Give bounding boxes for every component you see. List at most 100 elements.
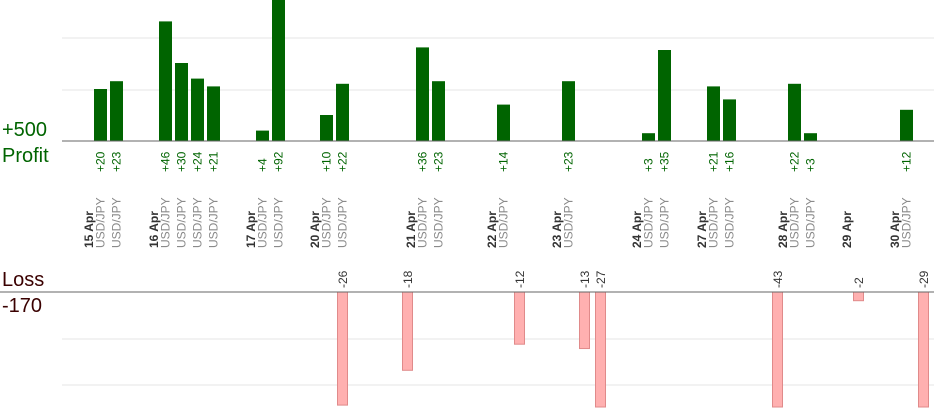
date-label: 24 Apr: [630, 211, 644, 248]
profit-bar: [642, 133, 655, 141]
loss-max-label: -170: [2, 295, 43, 317]
loss-value-label: -18: [401, 270, 415, 288]
profit-bar: [207, 86, 220, 141]
profit-value-label: +35: [658, 151, 672, 172]
loss-bar: [853, 291, 864, 302]
date-label: 30 Apr: [888, 211, 902, 248]
profit-max-label: +500: [2, 119, 48, 141]
date-label: 17 Apr: [244, 211, 258, 248]
loss-axis-title: Loss: [2, 269, 45, 291]
profit-bar: [562, 81, 575, 141]
profit-value-label: +24: [191, 151, 205, 172]
profit-value-label: +23: [432, 151, 446, 172]
profit-bar: [432, 81, 445, 141]
profit-bar: [175, 63, 188, 141]
profit-value-label: +30: [175, 151, 189, 172]
profit-bar: [336, 83, 349, 141]
pair-label: USD/JPY: [94, 197, 108, 248]
profit-bar: [723, 99, 736, 141]
profit-value-label: +21: [707, 151, 721, 172]
profit-bars: [94, 0, 913, 141]
pair-label: USD/JPY: [191, 197, 205, 248]
loss-bar: [918, 291, 929, 408]
pair-label: USD/JPY: [272, 197, 286, 248]
pair-label: USD/JPY: [658, 197, 672, 248]
loss-bar: [337, 291, 348, 406]
profit-bar: [272, 0, 285, 141]
profit-value-label: +36: [416, 151, 430, 172]
profit-value-label: +21: [207, 151, 221, 172]
profit-bar: [110, 81, 123, 141]
pair-label: USD/JPY: [562, 197, 576, 248]
profit-bar: [159, 21, 172, 141]
loss-bars: [337, 291, 929, 408]
loss-bar: [514, 291, 525, 345]
profit-bar: [94, 89, 107, 141]
pair-label: USD/JPY: [207, 197, 221, 248]
pair-label: USD/JPY: [788, 197, 802, 248]
pair-label: USD/JPY: [320, 197, 334, 248]
date-label: 22 Apr: [485, 211, 499, 248]
date-label: 15 Apr: [82, 211, 96, 248]
date-label: 23 Apr: [550, 211, 564, 248]
profit-value-label: +20: [94, 151, 108, 172]
date-label: 21 Apr: [404, 211, 418, 248]
profit-value-label: +14: [497, 151, 511, 172]
loss-value-label: -26: [336, 270, 350, 288]
profit-value-label: +4: [256, 158, 270, 172]
profit-value-label: +10: [320, 151, 334, 172]
pair-label: USD/JPY: [642, 197, 656, 248]
loss-value-label: -13: [578, 270, 592, 288]
loss-bar: [595, 291, 606, 408]
loss-bar: [579, 291, 590, 350]
date-label: 27 Apr: [695, 211, 709, 248]
pair-label: USD/JPY: [707, 197, 721, 248]
pair-label: USD/JPY: [175, 197, 189, 248]
pair-label: USD/JPY: [723, 197, 737, 248]
profit-value-label: +3: [642, 158, 656, 172]
pair-label: USD/JPY: [804, 197, 818, 248]
profit-value-label: +92: [272, 151, 286, 172]
profit-bar: [788, 83, 801, 141]
profit-value-label: +22: [788, 151, 802, 172]
profit-bar: [804, 133, 817, 141]
profit-bar: [256, 130, 269, 141]
loss-bar: [772, 291, 783, 408]
profit-axis-title: Profit: [2, 145, 49, 167]
pair-label: USD/JPY: [159, 197, 173, 248]
date-label: 20 Apr: [308, 211, 322, 248]
profit-value-label: +12: [900, 151, 914, 172]
loss-value-label: -29: [917, 270, 931, 288]
pair-label: USD/JPY: [432, 197, 446, 248]
date-label: 29 Apr: [840, 211, 854, 248]
pair-label: USD/JPY: [416, 197, 430, 248]
axes: [0, 140, 934, 293]
profit-bar: [416, 47, 429, 141]
profit-value-label: +3: [804, 158, 818, 172]
date-label: 16 Apr: [147, 211, 161, 248]
pair-label: USD/JPY: [110, 197, 124, 248]
date-label: 28 Apr: [776, 211, 790, 248]
pair-label: USD/JPY: [900, 197, 914, 248]
profit-value-label: +46: [159, 151, 173, 172]
profit-bar: [707, 86, 720, 141]
profit-bar: [900, 109, 913, 141]
pair-label: USD/JPY: [256, 197, 270, 248]
profit-bar: [658, 50, 671, 141]
loss-value-label: -2: [852, 277, 866, 288]
pair-label: USD/JPY: [336, 197, 350, 248]
profit-value-label: +16: [723, 151, 737, 172]
profit-value-label: +23: [110, 151, 124, 172]
profit-value-label: +23: [562, 151, 576, 172]
profit-bar: [191, 78, 204, 141]
loss-value-label: -27: [594, 270, 608, 288]
profit-value-label: +22: [336, 151, 350, 172]
loss-bar: [402, 291, 413, 371]
loss-value-label: -43: [771, 270, 785, 288]
profit-bar: [320, 115, 333, 141]
loss-value-label: -12: [513, 270, 527, 288]
profit-bar: [497, 104, 510, 141]
pair-label: USD/JPY: [497, 197, 511, 248]
